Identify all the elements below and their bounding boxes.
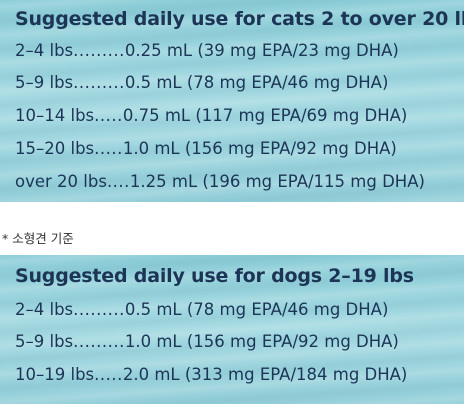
dose-amount: 0.5 mL (78 mg EPA/46 mg DHA) bbox=[124, 300, 389, 319]
dogs-dosage-row: 2–4 lbs......... 0.5 mL (78 mg EPA/46 mg … bbox=[15, 300, 460, 324]
footnote: * 소형견 기준 bbox=[2, 231, 74, 246]
cats-dosage-panel: Suggested daily use for cats 2 to over 2… bbox=[0, 0, 464, 202]
weight-range: over 20 lbs bbox=[15, 172, 107, 191]
weight-range: 10–14 lbs bbox=[15, 106, 95, 125]
weight-range: 10–19 lbs bbox=[15, 365, 95, 384]
cats-panel-title: Suggested daily use for cats 2 to over 2… bbox=[15, 8, 464, 30]
dose-amount: 2.0 mL (313 mg EPA/184 mg DHA) bbox=[122, 365, 408, 384]
dot-leader: ..... bbox=[94, 365, 123, 384]
dose-amount: 0.5 mL (78 mg EPA/46 mg DHA) bbox=[124, 73, 389, 92]
dot-leader: ......... bbox=[73, 73, 125, 92]
dogs-dosage-row: 10–19 lbs..... 2.0 mL (313 mg EPA/184 mg … bbox=[15, 365, 460, 389]
weight-range: 5–9 lbs bbox=[15, 73, 74, 92]
dose-amount: 0.25 mL (39 mg EPA/23 mg DHA) bbox=[124, 41, 399, 60]
weight-range: 15–20 lbs bbox=[15, 139, 95, 158]
dose-amount: 1.25 mL (196 mg EPA/115 mg DHA) bbox=[129, 172, 425, 191]
weight-range: 2–4 lbs bbox=[15, 41, 74, 60]
cats-dosage-row: 15–20 lbs..... 1.0 mL (156 mg EPA/92 mg D… bbox=[15, 139, 460, 163]
dose-amount: 1.0 mL (156 mg EPA/92 mg DHA) bbox=[122, 139, 397, 158]
dot-leader: .... bbox=[106, 172, 130, 191]
cats-dosage-row: 10–14 lbs..... 0.75 mL (117 mg EPA/69 mg … bbox=[15, 106, 460, 130]
dot-leader: ..... bbox=[94, 139, 123, 158]
dose-amount: 1.0 mL (156 mg EPA/92 mg DHA) bbox=[124, 332, 399, 351]
dot-leader: ......... bbox=[73, 332, 125, 351]
weight-range: 2–4 lbs bbox=[15, 300, 74, 319]
dot-leader: ......... bbox=[73, 300, 125, 319]
dogs-panel-title: Suggested daily use for dogs 2–19 lbs bbox=[15, 265, 414, 287]
weight-range: 5–9 lbs bbox=[15, 332, 74, 351]
cats-dosage-row: 2–4 lbs......... 0.25 mL (39 mg EPA/23 mg… bbox=[15, 41, 460, 65]
cats-dosage-row: over 20 lbs.... 1.25 mL (196 mg EPA/115 m… bbox=[15, 172, 460, 196]
dot-leader: ......... bbox=[73, 41, 125, 60]
dogs-dosage-row: 5–9 lbs......... 1.0 mL (156 mg EPA/92 mg… bbox=[15, 332, 460, 356]
dot-leader: ..... bbox=[94, 106, 123, 125]
dogs-dosage-panel: Suggested daily use for dogs 2–19 lbs 2–… bbox=[0, 255, 464, 404]
dose-amount: 0.75 mL (117 mg EPA/69 mg DHA) bbox=[122, 106, 408, 125]
cats-dosage-row: 5–9 lbs......... 0.5 mL (78 mg EPA/46 mg … bbox=[15, 73, 460, 97]
